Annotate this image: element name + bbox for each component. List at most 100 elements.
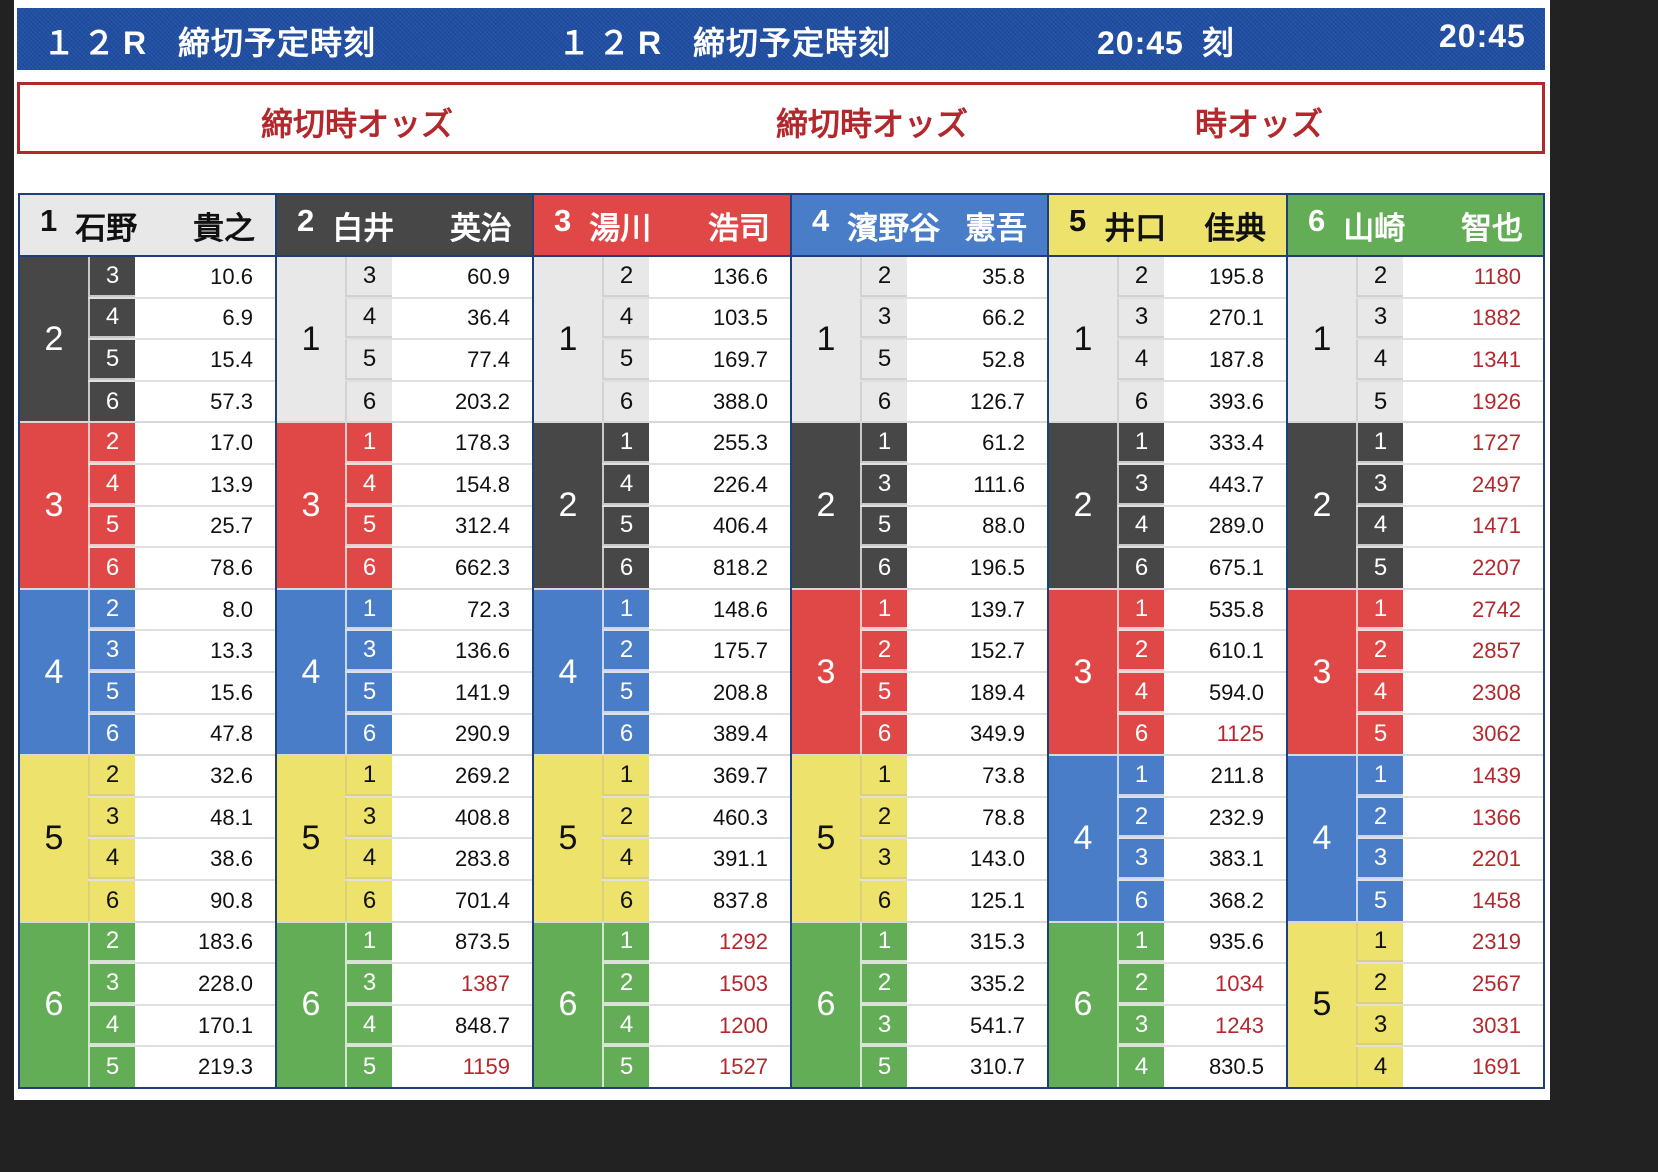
odds-row[interactable]: 5 88.0 <box>860 506 1047 549</box>
odds-row[interactable]: 3 408.8 <box>345 797 532 840</box>
odds-row[interactable]: 2 32.6 <box>88 756 275 798</box>
odds-row[interactable]: 5 77.4 <box>345 340 532 382</box>
odds-row[interactable]: 1 1727 <box>1356 423 1543 466</box>
odds-row[interactable]: 5 169.7 <box>602 340 790 382</box>
odds-row[interactable]: 3 443.7 <box>1117 465 1286 507</box>
odds-row[interactable]: 3 1387 <box>345 964 532 1006</box>
odds-row[interactable]: 6 47.8 <box>88 714 275 755</box>
odds-row[interactable]: 1 269.2 <box>345 756 532 798</box>
odds-row[interactable]: 2 2567 <box>1356 964 1543 1006</box>
odds-row[interactable]: 1 535.8 <box>1117 589 1286 632</box>
odds-row[interactable]: 4 154.8 <box>345 465 532 507</box>
odds-row[interactable]: 4 226.4 <box>602 465 790 507</box>
odds-row[interactable]: 5 189.4 <box>860 673 1047 715</box>
odds-row[interactable]: 6 125.1 <box>860 881 1047 921</box>
odds-row[interactable]: 3 228.0 <box>88 964 275 1006</box>
odds-row[interactable]: 6 388.0 <box>602 381 790 422</box>
odds-row[interactable]: 5 15.6 <box>88 673 275 715</box>
odds-row[interactable]: 3 136.6 <box>345 631 532 674</box>
odds-row[interactable]: 6 290.9 <box>345 714 532 755</box>
odds-row[interactable]: 4 1341 <box>1356 340 1543 382</box>
odds-row[interactable]: 4 594.0 <box>1117 673 1286 715</box>
odds-row[interactable]: 5 52.8 <box>860 340 1047 382</box>
odds-row[interactable]: 2 8.0 <box>88 589 275 632</box>
odds-row[interactable]: 5 3062 <box>1356 714 1543 755</box>
odds-row[interactable]: 3 1882 <box>1356 298 1543 341</box>
odds-row[interactable]: 3 111.6 <box>860 465 1047 507</box>
odds-row[interactable]: 4 391.1 <box>602 839 790 882</box>
odds-row[interactable]: 3 1243 <box>1117 1005 1286 1048</box>
odds-row[interactable]: 4 1471 <box>1356 506 1543 549</box>
odds-row[interactable]: 4 13.9 <box>88 465 275 507</box>
odds-row[interactable]: 6 1125 <box>1117 714 1286 755</box>
odds-row[interactable]: 6 57.3 <box>88 381 275 422</box>
odds-row[interactable]: 5 2207 <box>1356 548 1543 588</box>
odds-row[interactable]: 4 283.8 <box>345 839 532 882</box>
odds-row[interactable]: 1 873.5 <box>345 922 532 965</box>
odds-row[interactable]: 6 126.7 <box>860 381 1047 422</box>
odds-row[interactable]: 6 393.6 <box>1117 381 1286 422</box>
odds-row[interactable]: 6 203.2 <box>345 381 532 422</box>
odds-row[interactable]: 5 1926 <box>1356 381 1543 422</box>
odds-row[interactable]: 1 2319 <box>1356 922 1543 965</box>
odds-row[interactable]: 2 183.6 <box>88 922 275 965</box>
odds-row[interactable]: 3 383.1 <box>1117 839 1286 882</box>
odds-row[interactable]: 2 1034 <box>1117 964 1286 1006</box>
odds-row[interactable]: 1 1439 <box>1356 756 1543 798</box>
odds-row[interactable]: 5 1527 <box>602 1047 790 1088</box>
odds-row[interactable]: 1 72.3 <box>345 589 532 632</box>
odds-row[interactable]: 1 139.7 <box>860 589 1047 632</box>
odds-row[interactable]: 2 1180 <box>1356 257 1543 299</box>
odds-row[interactable]: 6 90.8 <box>88 881 275 921</box>
odds-row[interactable]: 3 541.7 <box>860 1005 1047 1048</box>
odds-row[interactable]: 6 196.5 <box>860 548 1047 588</box>
odds-row[interactable]: 6 701.4 <box>345 881 532 921</box>
odds-row[interactable]: 3 143.0 <box>860 839 1047 882</box>
odds-row[interactable]: 4 2308 <box>1356 673 1543 715</box>
odds-row[interactable]: 6 349.9 <box>860 714 1047 755</box>
odds-row[interactable]: 4 289.0 <box>1117 506 1286 549</box>
odds-row[interactable]: 4 170.1 <box>88 1005 275 1048</box>
odds-row[interactable]: 2 175.7 <box>602 631 790 674</box>
odds-row[interactable]: 4 6.9 <box>88 298 275 341</box>
odds-row[interactable]: 2 335.2 <box>860 964 1047 1006</box>
odds-row[interactable]: 5 15.4 <box>88 340 275 382</box>
odds-row[interactable]: 1 73.8 <box>860 756 1047 798</box>
odds-row[interactable]: 5 208.8 <box>602 673 790 715</box>
odds-row[interactable]: 1 333.4 <box>1117 423 1286 466</box>
odds-row[interactable]: 3 66.2 <box>860 298 1047 341</box>
odds-row[interactable]: 1 61.2 <box>860 423 1047 466</box>
odds-row[interactable]: 2 1366 <box>1356 797 1543 840</box>
odds-row[interactable]: 3 270.1 <box>1117 298 1286 341</box>
odds-row[interactable]: 2 2857 <box>1356 631 1543 674</box>
odds-row[interactable]: 2 17.0 <box>88 423 275 466</box>
odds-row[interactable]: 5 406.4 <box>602 506 790 549</box>
odds-row[interactable]: 4 830.5 <box>1117 1047 1286 1088</box>
odds-row[interactable]: 2 232.9 <box>1117 797 1286 840</box>
odds-row[interactable]: 4 848.7 <box>345 1005 532 1048</box>
odds-row[interactable]: 4 1691 <box>1356 1047 1543 1088</box>
odds-row[interactable]: 1 369.7 <box>602 756 790 798</box>
odds-row[interactable]: 3 2201 <box>1356 839 1543 882</box>
odds-row[interactable]: 5 25.7 <box>88 506 275 549</box>
odds-row[interactable]: 4 1200 <box>602 1005 790 1048</box>
odds-row[interactable]: 4 103.5 <box>602 298 790 341</box>
odds-row[interactable]: 1 178.3 <box>345 423 532 466</box>
odds-row[interactable]: 4 187.8 <box>1117 340 1286 382</box>
odds-row[interactable]: 5 310.7 <box>860 1047 1047 1088</box>
odds-row[interactable]: 1 2742 <box>1356 589 1543 632</box>
odds-row[interactable]: 2 460.3 <box>602 797 790 840</box>
odds-row[interactable]: 3 2497 <box>1356 465 1543 507</box>
odds-row[interactable]: 1 1292 <box>602 922 790 965</box>
odds-row[interactable]: 3 60.9 <box>345 257 532 299</box>
odds-row[interactable]: 6 78.6 <box>88 548 275 588</box>
odds-row[interactable]: 6 389.4 <box>602 714 790 755</box>
odds-row[interactable]: 6 662.3 <box>345 548 532 588</box>
odds-row[interactable]: 1 315.3 <box>860 922 1047 965</box>
odds-row[interactable]: 3 10.6 <box>88 257 275 299</box>
odds-row[interactable]: 5 1159 <box>345 1047 532 1088</box>
odds-row[interactable]: 2 35.8 <box>860 257 1047 299</box>
odds-row[interactable]: 2 195.8 <box>1117 257 1286 299</box>
odds-row[interactable]: 3 13.3 <box>88 631 275 674</box>
odds-row[interactable]: 1 255.3 <box>602 423 790 466</box>
